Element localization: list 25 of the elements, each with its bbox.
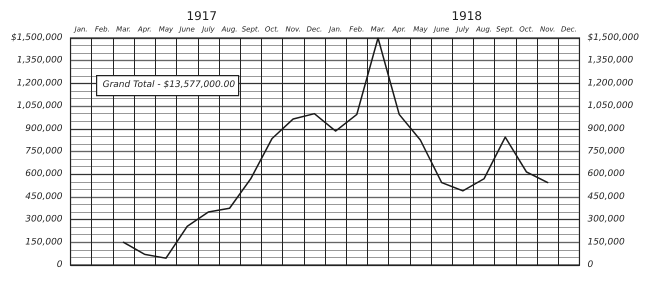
y2-tick-label: 1,050,000 [587, 101, 634, 112]
y2-tick-label: 750,000 [587, 146, 625, 156]
y2-tick-label: 0 [587, 260, 594, 270]
y2-tick-label: 450,000 [587, 192, 625, 202]
y-tick-label: 300,000 [25, 214, 63, 225]
text: 1917 [186, 9, 218, 23]
y-tick-label: 750,000 [25, 146, 63, 156]
y-tick-label: 600,000 [25, 169, 63, 180]
y2-tick-label: 900,000 [587, 124, 625, 134]
y2-tick-label: $1,500,000 [587, 33, 640, 43]
y2-tick-label: 600,000 [587, 169, 625, 180]
y-tick-label: 0 [56, 260, 63, 270]
y2-tick-label: 1,350,000 [587, 56, 634, 66]
text: 1918 [452, 9, 482, 23]
y-tick-label: 1,350,000 [16, 56, 63, 66]
y-tick-label: 1,200,000 [16, 78, 63, 88]
y2-tick-label: 300,000 [587, 214, 625, 225]
y2-tick-label: 1,200,000 [587, 78, 634, 88]
y-tick-label: 1,050,000 [16, 101, 63, 112]
y-tick-label: $1,500,000 [11, 33, 63, 43]
y-tick-label: 450,000 [25, 192, 63, 202]
y-tick-label: 150,000 [25, 237, 63, 248]
y2-tick-label: 150,000 [587, 237, 625, 248]
annotation: Grand Total - $13,577,000.00 [102, 80, 236, 90]
y-tick-label: 900,000 [25, 124, 63, 134]
